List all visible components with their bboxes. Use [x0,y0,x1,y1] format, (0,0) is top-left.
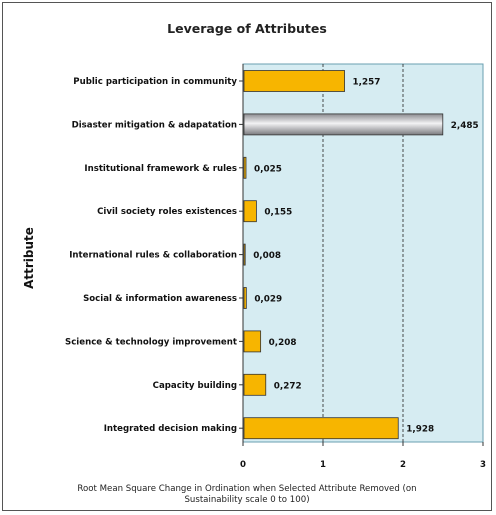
category-labels: Public participation in community Disaste… [65,77,243,434]
category-label: Civil society roles existences [97,207,237,217]
data-label: 1,928 [406,425,434,435]
data-label: 1,257 [353,78,381,88]
x-tick-label: 0 [240,460,246,470]
bar-chart: Leverage of Attributes Public participat… [22,21,486,505]
x-tick-label: 3 [480,460,486,470]
category-label: Disaster mitigation & adapatation [72,120,237,130]
chart-frame: Leverage of Attributes Public participat… [2,2,492,511]
data-label: 0,155 [264,208,292,218]
data-label: 0,208 [269,338,297,348]
value-labels: 1,257 2,485 0,025 0,155 0,008 0,029 0,208 0,272… [253,78,478,435]
category-label: Social & information awareness [83,294,237,304]
category-label: Integrated decision making [104,424,237,434]
data-label: 0,008 [253,251,281,261]
bars [243,70,444,440]
category-label: Science & technology improvement [65,337,237,347]
bar [243,373,267,396]
bar [243,330,262,353]
x-axis-label-line-2: Sustainability scale 0 to 100) [184,495,309,505]
data-label: 0,029 [254,295,282,305]
category-label: Public participation in community [73,77,237,87]
bar [243,156,247,179]
x-axis-label-line-1: Root Mean Square Change in Ordination wh… [77,484,416,494]
x-axis-ticks: 0 1 2 3 [240,442,486,470]
x-tick-label: 2 [400,460,406,470]
bar [243,287,247,309]
bar [243,113,444,136]
category-label: Institutional framework & rules [84,164,237,174]
data-label: 2,485 [451,121,479,131]
data-label: 0,025 [254,164,282,174]
bar [243,417,399,440]
category-label: Capacity building [153,381,237,391]
y-axis-label: Attribute [22,227,36,289]
x-tick-label: 1 [320,460,326,470]
chart-title: Leverage of Attributes [167,21,327,36]
bar [243,70,345,92]
data-label: 0,272 [274,381,302,391]
bar [243,200,257,223]
bar [243,243,246,266]
category-label: International rules & collaboration [69,251,237,261]
